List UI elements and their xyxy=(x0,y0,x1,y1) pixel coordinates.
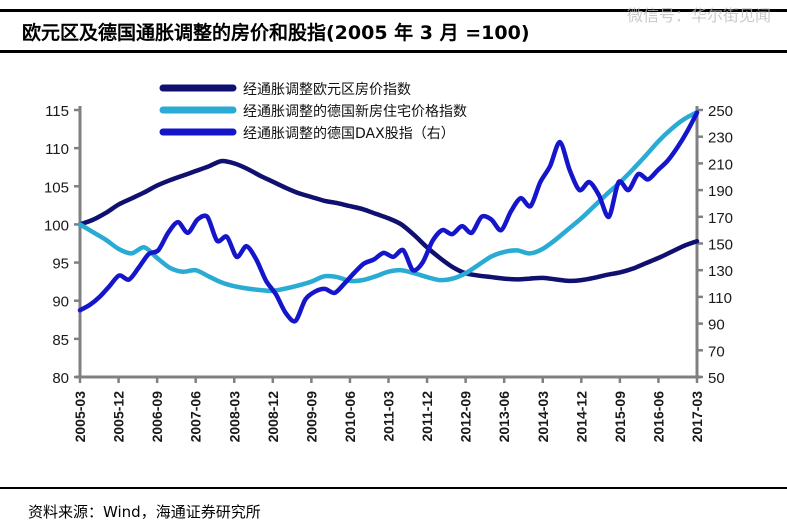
y-tick-label-right: 70 xyxy=(708,343,725,360)
x-tick-label: 2007-06 xyxy=(188,391,204,443)
x-tick-label: 2014-03 xyxy=(535,391,551,443)
legend-label-1: 经通胀调整的德国新房住宅价格指数 xyxy=(243,104,467,120)
y-tick-label-right: 250 xyxy=(708,103,733,120)
x-tick-label: 2013-06 xyxy=(496,391,512,443)
y-tick-label-left: 105 xyxy=(44,179,69,196)
legend-label-2: 经通胀调整的德国DAX股指（右） xyxy=(243,126,455,142)
y-tick-label-right: 210 xyxy=(708,156,733,173)
series-line-2 xyxy=(77,110,700,324)
page-title: 欧元区及德国通胀调整的房价和股指(2005 年 3 月 =100) xyxy=(22,21,530,44)
y-tick-label-right: 190 xyxy=(708,183,733,200)
y-tick-label-left: 110 xyxy=(45,141,69,158)
y-tick-label-left: 90 xyxy=(52,294,69,311)
source-note: 资料来源：Wind，海通证券研究所 xyxy=(28,503,261,521)
y-tick-label-left: 80 xyxy=(52,370,69,387)
x-tick-label: 2011-12 xyxy=(419,391,435,442)
x-tick-label: 2015-09 xyxy=(612,391,628,443)
y-tick-label-right: 90 xyxy=(708,317,725,334)
y-tick-label-right: 130 xyxy=(708,263,733,280)
chart-footer: 资料来源：Wind，海通证券研究所 xyxy=(0,487,787,529)
watermark-text: 微信号：华尔街见闻 xyxy=(626,6,771,25)
x-tick-label: 2005-03 xyxy=(72,391,88,443)
y-tick-label-left: 100 xyxy=(44,217,69,234)
x-tick-label: 2011-03 xyxy=(381,391,397,442)
x-tick-label: 2005-12 xyxy=(111,391,127,443)
x-tick-label: 2012-09 xyxy=(458,391,474,443)
x-tick-label: 2017-03 xyxy=(689,391,705,443)
x-tick-label: 2010-06 xyxy=(342,391,358,443)
x-tick-label: 2014-12 xyxy=(573,391,589,443)
x-tick-label: 2008-12 xyxy=(265,391,281,443)
y-tick-label-right: 170 xyxy=(708,210,733,227)
y-tick-label-right: 110 xyxy=(708,290,732,307)
x-tick-label: 2006-09 xyxy=(149,391,165,443)
x-tick-label: 2009-09 xyxy=(303,391,319,443)
chart-plot-area: 80 85 90 95 100 105 110 115 50 70 90 110 130 150 170 19… xyxy=(0,53,787,480)
series-line-0 xyxy=(77,158,700,284)
x-tick-label: 2008-03 xyxy=(226,391,242,443)
y-tick-label-right: 150 xyxy=(708,237,733,254)
legend-label-0: 经通胀调整欧元区房价指数 xyxy=(243,82,411,98)
y-tick-label-left: 85 xyxy=(52,332,69,349)
y-tick-label-left: 95 xyxy=(52,256,69,273)
line-chart: 80 85 90 95 100 105 110 115 50 70 90 110 130 150 170 19… xyxy=(44,82,733,443)
y-tick-label-right: 230 xyxy=(708,130,733,147)
x-tick-label: 2016-06 xyxy=(650,391,666,443)
y-tick-label-right: 50 xyxy=(708,370,725,387)
y-tick-label-left: 115 xyxy=(45,103,69,120)
chart-title-bar: 欧元区及德国通胀调整的房价和股指(2005 年 3 月 =100) xyxy=(0,9,787,53)
series-line-1 xyxy=(77,110,700,294)
